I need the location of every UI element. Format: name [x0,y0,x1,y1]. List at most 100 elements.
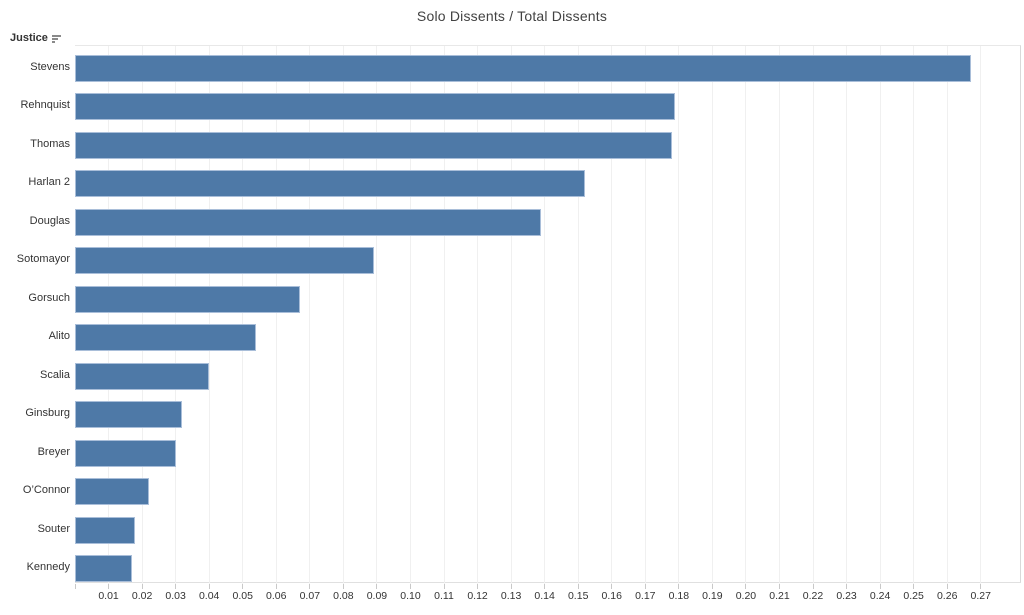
axis-tick [342,584,344,589]
bar-gorsuch[interactable] [75,285,300,313]
axis-tick [913,584,915,589]
bar-o-connor[interactable] [75,478,149,506]
axis-tick [275,584,277,589]
category-label[interactable]: Stevens [30,61,70,73]
gridline [309,46,311,584]
axis-tick [376,584,378,589]
gridline [577,46,579,584]
axis-tick [745,584,747,589]
x-tick-label: 0.17 [635,590,656,602]
axis-tick [577,584,579,589]
axis-tick [879,584,881,589]
x-tick-label: 0.21 [769,590,790,602]
axis-tick [812,584,814,589]
gridline [846,46,848,584]
axis-tick [946,584,948,589]
gridline [946,46,948,584]
bar-stevens[interactable] [75,55,971,82]
x-tick-label: 0.20 [735,590,757,602]
gridline [141,46,143,584]
gridline [510,46,512,584]
x-tick-label: 0.19 [702,590,723,602]
axis-tick [242,584,244,589]
x-tick-label: 0.09 [366,590,388,602]
bar-harlan-2[interactable] [75,170,585,198]
axis-tick [141,584,143,589]
category-label[interactable]: Gorsuch [28,291,70,304]
x-tick-label: 0.22 [802,590,824,602]
axis-tick [678,584,680,589]
gridline [913,46,915,584]
bar-ginsburg[interactable] [75,401,183,429]
bar-thomas[interactable] [75,131,673,159]
x-tick-label: 0.05 [232,590,253,602]
axis-tick [611,584,613,589]
justice-field-label: Justice [10,32,48,44]
axis-tick [409,584,411,589]
x-tick-label: 0.13 [500,590,522,602]
x-tick-label: 0.07 [299,590,321,602]
bar-sotomayor[interactable] [75,247,374,275]
category-label[interactable]: Harlan 2 [28,176,70,189]
category-label[interactable]: Ginsburg [25,407,70,420]
category-label[interactable]: O’Connor [22,484,70,497]
x-tick-label: 0.16 [601,590,622,602]
axis-tick [309,584,311,589]
x-tick-label: 0.14 [534,590,555,602]
bar-scalia[interactable] [75,362,210,390]
gridline [242,46,244,584]
gridline [812,46,814,584]
category-label[interactable]: Alito [48,330,70,343]
x-tick-label: 0.08 [333,590,354,602]
gridline [376,46,378,584]
x-tick-label: 0.27 [970,590,991,602]
x-tick-label: 0.11 [434,590,454,602]
axis-tick [74,584,76,589]
x-tick-label: 0.15 [567,590,589,602]
category-label[interactable]: Thomas [30,137,70,150]
x-tick-label: 0.23 [836,590,857,602]
axis-tick [846,584,848,589]
gridline [275,46,277,584]
axis-tick [443,584,445,589]
gridline [409,46,411,584]
category-label[interactable]: Breyer [37,445,70,458]
x-tick-label: 0.06 [266,590,287,602]
category-label[interactable]: Douglas [29,214,70,227]
plot-area [75,45,1021,584]
x-tick-label: 0.01 [98,590,119,602]
x-tick-label: 0.26 [936,590,958,602]
gridline [477,46,479,584]
gridline [711,46,713,584]
gridline [108,46,110,584]
axis-tick [175,584,177,589]
axis-tick [477,584,479,589]
category-label[interactable]: Rehnquist [20,99,70,112]
gridline [980,46,982,584]
x-tick-label: 0.02 [131,590,153,602]
bar-breyer[interactable] [75,439,176,467]
category-label[interactable]: Sotomayor [16,253,70,266]
bar-alito[interactable] [75,324,257,352]
gridline [175,46,177,584]
justice-field-header[interactable]: Justice [10,32,62,44]
bar-kennedy[interactable] [75,554,133,582]
gridline [678,46,680,584]
bar-rehnquist[interactable] [75,93,676,121]
category-label[interactable]: Scalia [40,368,70,381]
sort-descending-icon[interactable] [51,34,62,44]
x-tick-label: 0.24 [869,590,891,602]
axis-tick [108,584,110,589]
axis-tick [644,584,646,589]
bar-douglas[interactable] [75,208,542,236]
axis-tick [980,584,982,589]
bar-souter[interactable] [75,516,136,544]
category-label[interactable]: Souter [37,522,70,535]
gridline [879,46,881,584]
x-tick-label: 0.12 [467,590,488,602]
category-label[interactable]: Kennedy [26,560,70,573]
gridline [208,46,210,584]
axis-tick [544,584,546,589]
x-tick-label: 0.04 [198,590,220,602]
